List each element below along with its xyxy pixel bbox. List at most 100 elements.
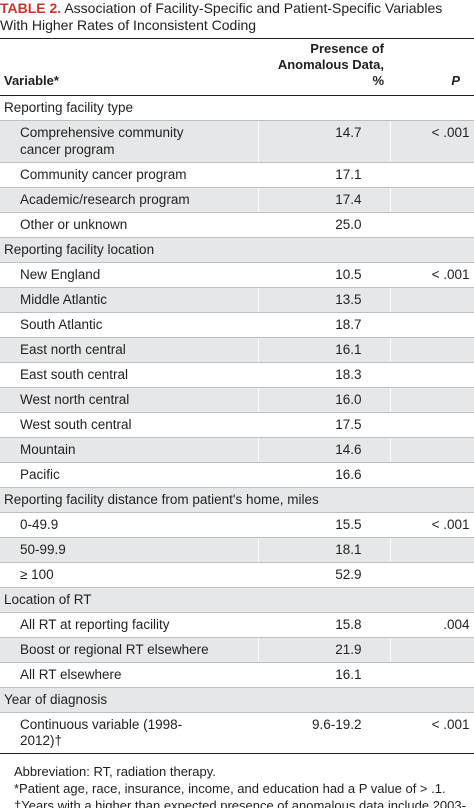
- variable-cell: East south central: [0, 362, 259, 388]
- variable-cell: East north central: [0, 337, 259, 363]
- value-cell: 18.1: [258, 537, 391, 563]
- data-row: Other or unknown 25.0: [0, 212, 474, 238]
- footnote: Abbreviation: RT, radiation therapy.: [14, 764, 216, 779]
- section-title: Reporting facility distance from patient…: [0, 487, 474, 513]
- value-cell: 14.7: [258, 120, 391, 163]
- header-cell: P: [390, 38, 474, 96]
- value-cell: 16.6: [258, 462, 391, 488]
- value-cell: 9.6-19.2: [258, 712, 391, 754]
- p-cell: [390, 287, 474, 313]
- variable-cell: Pacific: [0, 462, 259, 488]
- header-cell: Variable*: [0, 38, 258, 96]
- header-cell: Presence of Anomalous Data, %: [258, 38, 390, 96]
- variable-cell: New England: [0, 262, 259, 288]
- variable-cell: Community cancer program: [0, 162, 259, 188]
- p-cell: [390, 387, 474, 413]
- variable-cell: 0-49.9: [0, 512, 259, 538]
- variable-cell: Middle Atlantic: [0, 287, 259, 313]
- p-cell: [390, 537, 474, 563]
- title-label: TABLE 2.: [0, 0, 62, 16]
- variable-cell: All RT elsewhere: [0, 662, 259, 688]
- value-cell: 17.4: [258, 187, 391, 213]
- p-cell: < .001: [390, 262, 474, 288]
- footnotes: Abbreviation: RT, radiation therapy. *Pat…: [0, 763, 474, 808]
- value-cell: 52.9: [258, 562, 391, 588]
- p-cell: .004: [390, 612, 474, 638]
- p-cell: [390, 187, 474, 213]
- p-cell: [390, 637, 474, 663]
- data-row: Academic/research program 17.4: [0, 187, 474, 213]
- p-cell: < .001: [390, 512, 474, 538]
- section-title: Year of diagnosis: [0, 687, 474, 713]
- data-row: Pacific 16.6: [0, 462, 474, 488]
- variable-cell: Other or unknown: [0, 212, 259, 238]
- footnote: †Years with a higher than expected prese…: [14, 798, 466, 808]
- variable-cell: Mountain: [0, 437, 259, 463]
- variable-cell: South Atlantic: [0, 312, 259, 338]
- value-cell: 18.3: [258, 362, 391, 388]
- data-row: Boost or regional RT elsewhere 21.9: [0, 637, 474, 663]
- p-cell: [390, 662, 474, 688]
- data-row: Continuous variable (1998-2012)† 9.6-19.2…: [0, 712, 474, 754]
- p-cell: [390, 337, 474, 363]
- value-cell: 17.5: [258, 412, 391, 438]
- p-cell: [390, 562, 474, 588]
- p-cell: [390, 437, 474, 463]
- value-cell: 16.0: [258, 387, 391, 413]
- section-title: Reporting facility location: [0, 237, 474, 263]
- p-cell: [390, 312, 474, 338]
- section-row: Reporting facility type: [0, 95, 474, 121]
- section-title: Location of RT: [0, 587, 474, 613]
- value-cell: 13.5: [258, 287, 391, 313]
- value-cell: 15.8: [258, 612, 391, 638]
- p-cell: [390, 162, 474, 188]
- value-cell: 16.1: [258, 337, 391, 363]
- value-cell: 14.6: [258, 437, 391, 463]
- variable-cell: West north central: [0, 387, 259, 413]
- data-row: Middle Atlantic 13.5: [0, 287, 474, 313]
- variable-cell: 50-99.9: [0, 537, 259, 563]
- value-cell: 10.5: [258, 262, 391, 288]
- value-cell: 18.7: [258, 312, 391, 338]
- value-cell: 17.1: [258, 162, 391, 188]
- data-row: 0-49.9 15.5 < .001: [0, 512, 474, 538]
- variable-cell: ≥ 100: [0, 562, 259, 588]
- value-cell: 21.9: [258, 637, 391, 663]
- variable-cell: Comprehensive community cancer program: [0, 120, 259, 163]
- section-row: Year of diagnosis: [0, 687, 474, 713]
- data-row: West south central 17.5: [0, 412, 474, 438]
- data-row: New England 10.5 < .001: [0, 262, 474, 288]
- data-row: Community cancer program 17.1: [0, 162, 474, 188]
- p-cell: [390, 362, 474, 388]
- data-row: East south central 18.3: [0, 362, 474, 388]
- data-row: East north central 16.1: [0, 337, 474, 363]
- data-row: 50-99.9 18.1: [0, 537, 474, 563]
- value-cell: 16.1: [258, 662, 391, 688]
- p-cell: < .001: [390, 712, 474, 754]
- section-row: Reporting facility location: [0, 237, 474, 263]
- data-row: All RT at reporting facility 15.8.004: [0, 612, 474, 638]
- title-text: Association of Facility-Specific and Pat…: [0, 0, 443, 33]
- section-row: Reporting facility distance from patient…: [0, 487, 474, 513]
- p-cell: [390, 212, 474, 238]
- section-title: Reporting facility type: [0, 95, 474, 121]
- p-cell: < .001: [390, 120, 474, 163]
- table-title: TABLE 2. Association of Facility-Specifi…: [0, 0, 474, 34]
- footnote: *Patient age, race, insurance, income, a…: [14, 781, 446, 796]
- data-row: Comprehensive community cancer program 14…: [0, 120, 474, 163]
- variable-cell: All RT at reporting facility: [0, 612, 259, 638]
- table-body: Reporting facility type Comprehensive com…: [0, 95, 474, 754]
- data-table: Variable* Presence of Anomalous Data, % …: [0, 38, 474, 754]
- variable-cell: Academic/research program: [0, 187, 259, 213]
- value-cell: 25.0: [258, 212, 391, 238]
- variable-cell: West south central: [0, 412, 259, 438]
- p-cell: [390, 462, 474, 488]
- p-cell: [390, 412, 474, 438]
- variable-cell: Boost or regional RT elsewhere: [0, 637, 259, 663]
- section-row: Location of RT: [0, 587, 474, 613]
- data-row: All RT elsewhere 16.1: [0, 662, 474, 688]
- header-row: Variable* Presence of Anomalous Data, % …: [0, 38, 474, 96]
- variable-cell: Continuous variable (1998-2012)†: [0, 712, 259, 754]
- data-row: Mountain 14.6: [0, 437, 474, 463]
